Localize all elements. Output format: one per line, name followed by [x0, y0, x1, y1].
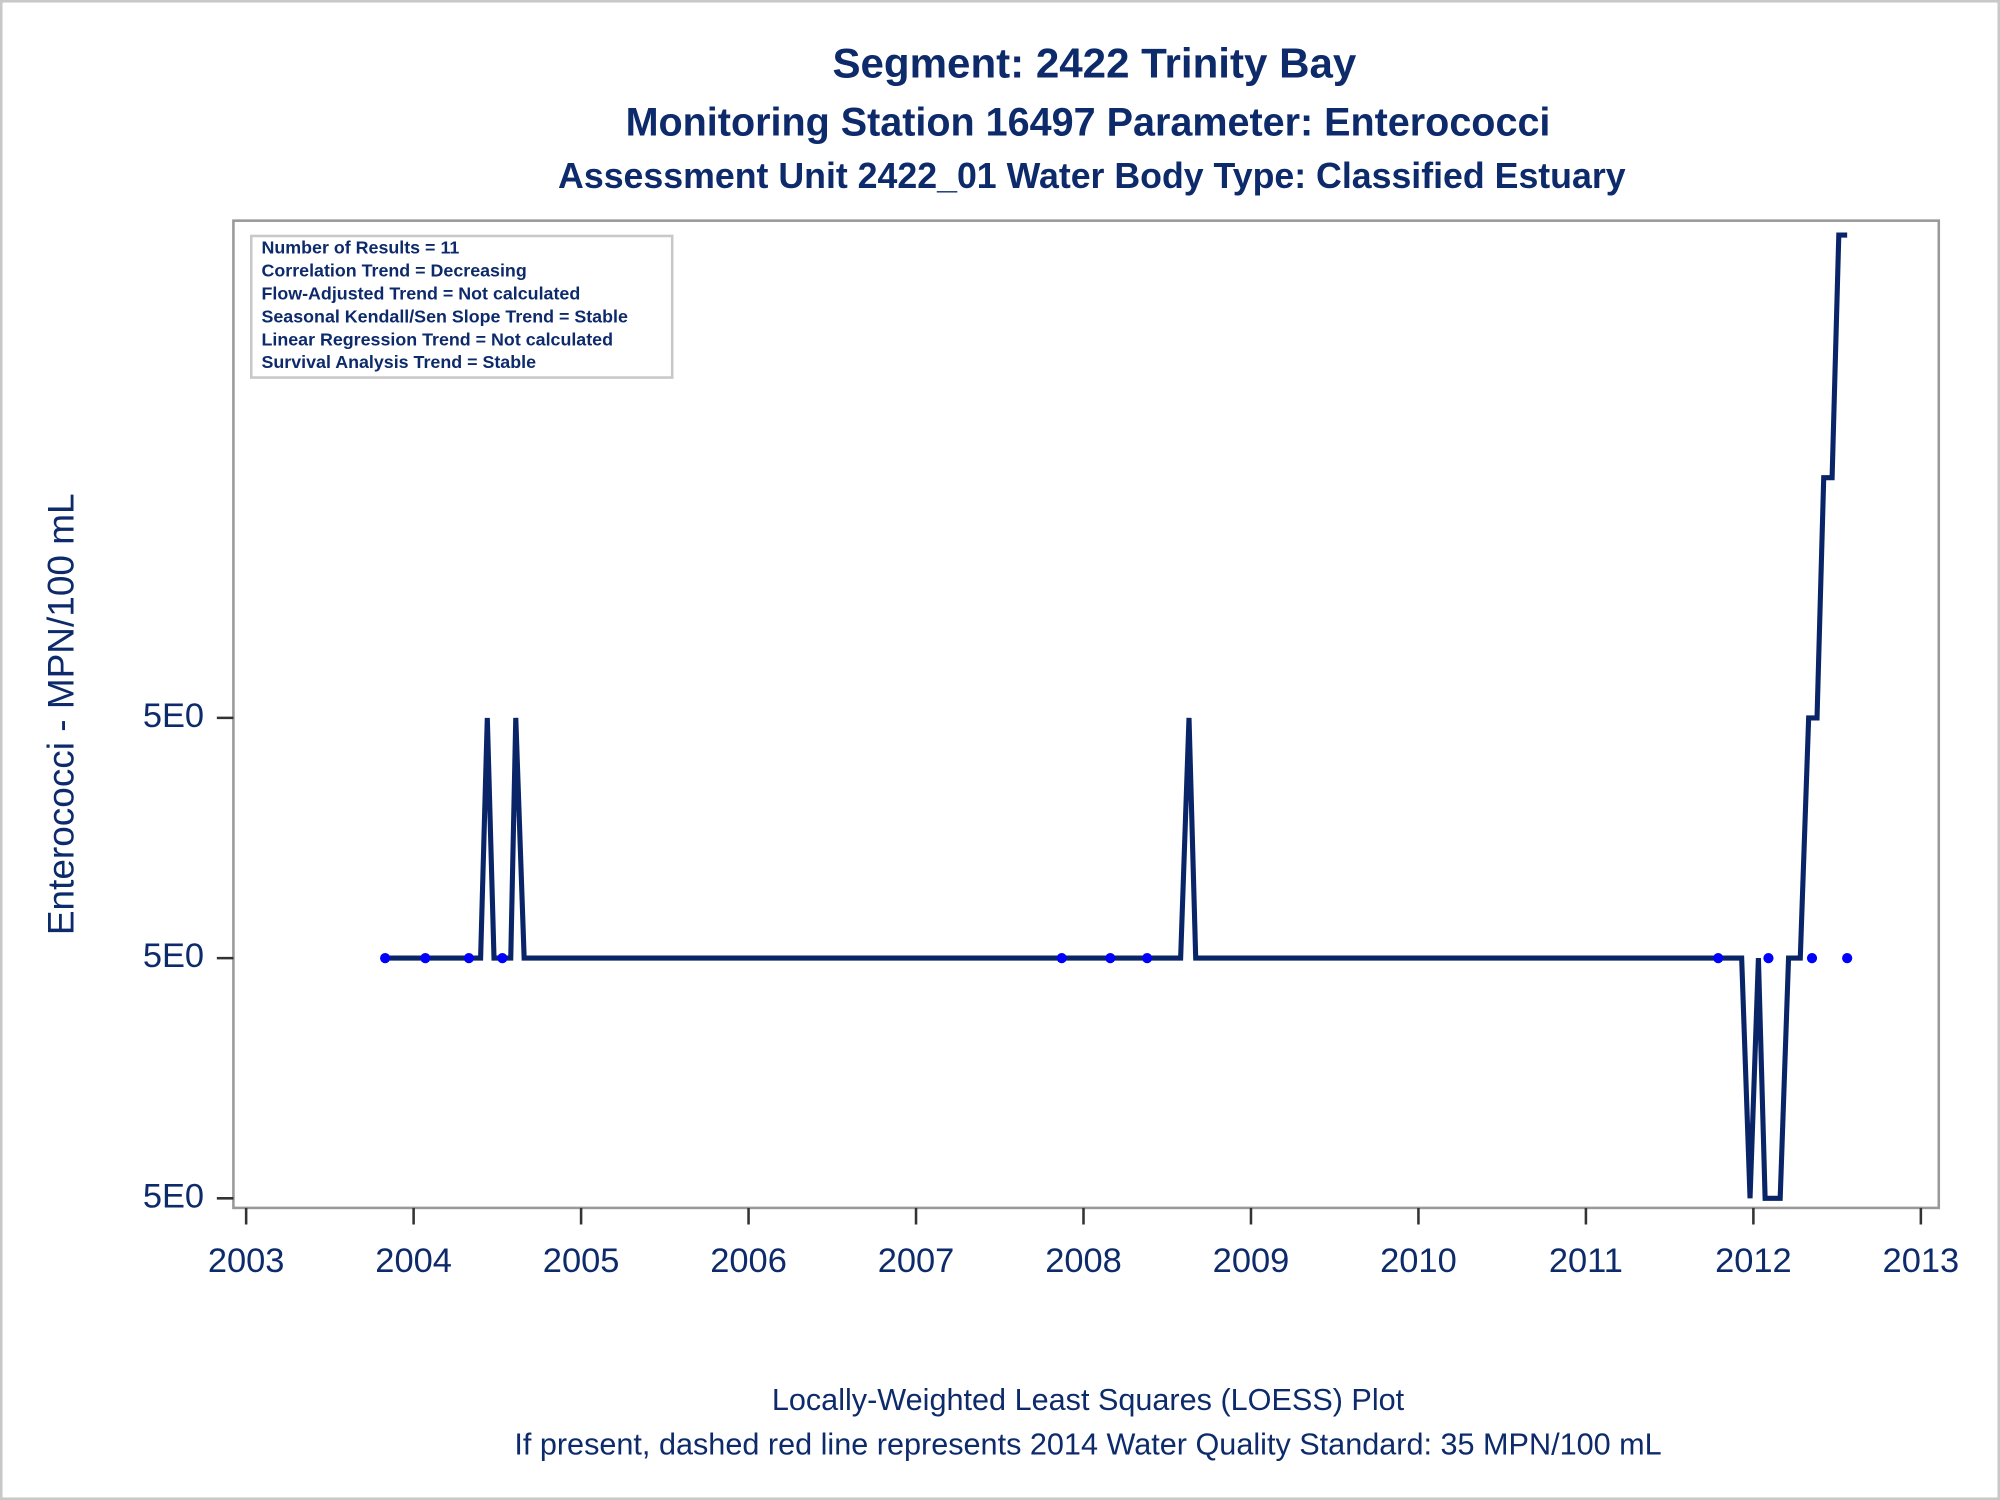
y-tick-label: 5E0	[143, 697, 204, 735]
data-point	[1806, 952, 1818, 964]
y-tick-label: 5E0	[143, 937, 204, 975]
x-tick-label: 2006	[710, 1242, 787, 1280]
data-point	[1056, 952, 1067, 964]
data-point	[1105, 952, 1116, 964]
x-tick-label: 2010	[1380, 1242, 1457, 1280]
annotation: Seasonal Kendall/Sen Slope Trend = Stabl…	[261, 306, 627, 326]
x-tick-label: 2013	[1883, 1242, 1960, 1280]
annotation: Number of Results = 11	[261, 237, 459, 257]
x-tick-label: 2009	[1213, 1242, 1290, 1280]
x-tick-label: 2003	[208, 1242, 285, 1280]
footnote: Locally-Weighted Least Squares (LOESS) P…	[772, 1383, 1405, 1417]
annotation: Correlation Trend = Decreasing	[261, 260, 526, 280]
footnote: If present, dashed red line represents 2…	[514, 1428, 1661, 1462]
annotation-box	[250, 234, 674, 379]
chart-subtitle: Assessment Unit 2422_01 Water Body Type:…	[558, 156, 1626, 196]
x-tick-label: 2008	[1045, 1242, 1122, 1280]
x-tick-label: 2012	[1715, 1242, 1792, 1280]
plot-area	[232, 219, 1941, 1210]
data-point	[497, 952, 508, 964]
annotation: Linear Regression Trend = Not calculated	[261, 329, 613, 349]
x-tick-label: 2004	[375, 1242, 452, 1280]
data-point	[380, 952, 391, 964]
x-tick-label: 2005	[543, 1242, 620, 1280]
chart-title: Segment: 2422 Trinity Bay	[832, 39, 1356, 86]
y-tick-label: 5E0	[143, 1177, 204, 1215]
data-point	[1763, 952, 1774, 964]
data-point	[1142, 952, 1153, 964]
annotation: Survival Analysis Trend = Stable	[261, 352, 536, 372]
annotation: Flow-Adjusted Trend = Not calculated	[261, 283, 580, 303]
x-tick-label: 2011	[1549, 1242, 1623, 1280]
chart-subtitle: Monitoring Station 16497 Parameter: Ente…	[626, 100, 1551, 144]
data-point	[1842, 952, 1853, 964]
y-axis-label: Enterococci - MPN/100 mL	[41, 493, 82, 935]
data-point	[420, 952, 431, 964]
x-tick-label: 2007	[878, 1242, 955, 1280]
data-point	[463, 952, 474, 964]
data-point	[1713, 952, 1724, 964]
